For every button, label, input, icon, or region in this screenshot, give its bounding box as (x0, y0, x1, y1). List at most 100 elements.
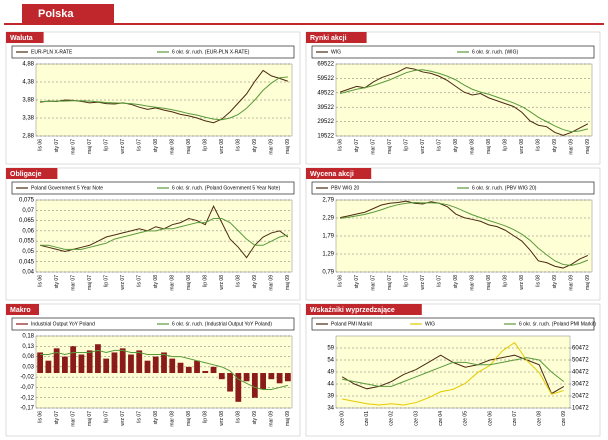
x-tick-label: sty 08 (153, 139, 159, 153)
x-tick-label: cze 02 (389, 411, 395, 426)
x-tick-label: lip 08 (503, 275, 509, 287)
x-tick-label: maj 08 (186, 139, 192, 154)
legend-box (311, 181, 595, 195)
x-tick-label: cze 03 (413, 411, 419, 426)
bar (37, 352, 44, 374)
bar (70, 346, 77, 374)
y-tick-label: 0,03 (22, 364, 34, 370)
panel-title: Makro (10, 307, 31, 314)
x-tick-label: maj 08 (186, 275, 192, 290)
x-tick-label: lis 07 (437, 275, 443, 287)
series-line (342, 341, 564, 406)
y-tick-label: -0,02 (20, 375, 34, 381)
series-line (40, 76, 288, 121)
x-tick-label: wrz 07 (420, 139, 426, 154)
series-line (339, 67, 589, 136)
y-tick-label: 0,79 (322, 270, 334, 276)
bar (185, 366, 192, 374)
bar (136, 350, 143, 374)
series-line (40, 69, 289, 124)
x-tick-label: maj 08 (186, 411, 192, 426)
bar (119, 348, 126, 374)
x-tick-label: sty 09 (552, 275, 558, 289)
x-tick-label: mar 08 (170, 275, 176, 291)
y-tick-label: 4,88 (22, 62, 34, 68)
y-tick-label: 59 (327, 346, 334, 352)
bar (152, 356, 159, 374)
series-line (340, 200, 589, 269)
x-tick-label: cze 05 (463, 411, 469, 426)
y-tick-label: 49 (327, 370, 334, 376)
x-tick-label: lip 07 (404, 275, 410, 287)
x-tick-label: sty 07 (54, 275, 60, 289)
x-tick-label: lis 08 (536, 275, 542, 287)
x-tick-label: lip 08 (203, 275, 209, 287)
y2-tick-label: 20472 (572, 394, 589, 400)
x-tick-label: mar 08 (470, 275, 476, 291)
y-tick-label: 1,29 (322, 252, 334, 258)
y2-tick-label: 40472 (572, 370, 589, 376)
bar (62, 356, 68, 374)
bar (177, 362, 184, 374)
legend-label: WIG (331, 49, 341, 55)
x-tick-label: lis 07 (437, 139, 443, 151)
y-tick-label: 0,08 (22, 354, 34, 360)
x-tick-label: maj 07 (387, 275, 393, 290)
legend-box (11, 181, 295, 195)
bar (218, 373, 225, 380)
y-tick-label: 19522 (317, 134, 334, 140)
y2-tick-label: 10472 (572, 406, 589, 412)
panel-header (306, 32, 367, 43)
x-tick-label: cze 09 (561, 411, 567, 426)
bar (169, 358, 176, 374)
x-tick-label: mar 08 (170, 411, 176, 427)
x-tick-label: wrz 08 (219, 139, 225, 154)
x-tick-label: lip 07 (104, 411, 110, 423)
y-tick-label: 3,38 (22, 116, 34, 122)
x-tick-label: maj 09 (585, 275, 591, 290)
y-tick-label: 39522 (317, 105, 334, 111)
x-tick-label: sty 09 (252, 139, 258, 153)
x-tick-label: sty 07 (354, 275, 360, 289)
panel-title: Wycena akcji (310, 171, 354, 178)
legend-label: 6 okr. śr. ruch. (Industrial Output YoY … (172, 321, 272, 327)
x-tick-label: maj 09 (585, 139, 591, 154)
x-tick-label: cze 04 (438, 411, 444, 426)
x-tick-label: maj 09 (285, 139, 291, 154)
x-tick-label: mar 09 (569, 139, 575, 155)
x-tick-label: wrz 07 (420, 275, 426, 290)
x-tick-label: lip 08 (503, 139, 509, 151)
x-tick-label: sty 09 (552, 139, 558, 153)
bar (45, 360, 52, 374)
panel-title: Obligacje (10, 171, 42, 178)
y-tick-label: 39 (327, 394, 334, 400)
x-tick-label: maj 08 (486, 139, 492, 154)
panel-title: Wskaźniki wyprzedzające (310, 307, 395, 314)
x-tick-label: lis 07 (137, 275, 143, 287)
x-tick-label: lis 08 (536, 139, 542, 151)
bar (268, 373, 275, 380)
x-tick-label: lip 07 (104, 139, 110, 151)
x-tick-label: cze 07 (512, 411, 518, 426)
x-tick-label: lip 07 (404, 139, 410, 151)
x-tick-label: mar 07 (70, 139, 76, 155)
x-tick-label: mar 09 (269, 411, 275, 427)
y-tick-label: 0,055 (19, 239, 35, 245)
series-line (340, 69, 588, 133)
x-tick-label: lis 06 (37, 411, 43, 423)
x-tick-label: lip 07 (104, 275, 110, 287)
y2-tick-label: 50472 (572, 358, 589, 364)
x-tick-label: lis 06 (37, 139, 43, 151)
x-tick-label: cze 08 (537, 411, 543, 426)
x-tick-label: mar 07 (370, 139, 376, 155)
panel-header (6, 304, 39, 315)
x-tick-label: lis 08 (236, 139, 242, 151)
series-line (40, 349, 288, 390)
x-tick-label: sty 09 (252, 411, 258, 425)
y-tick-label: 44 (327, 382, 334, 388)
y-tick-label: 0,065 (19, 218, 35, 224)
x-tick-label: cze 01 (364, 411, 370, 426)
x-tick-label: sty 07 (54, 139, 60, 153)
bar (227, 373, 233, 392)
x-tick-label: wrz 07 (120, 139, 126, 154)
